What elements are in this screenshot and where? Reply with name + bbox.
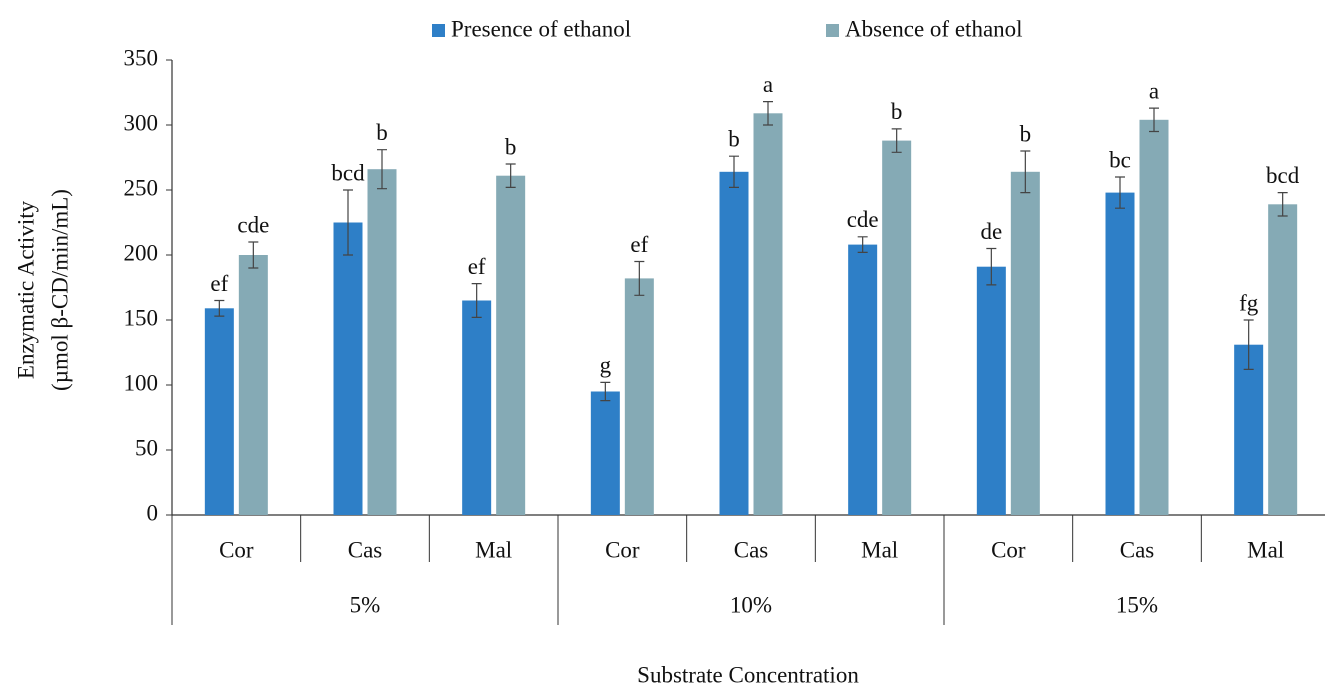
bar	[1139, 119, 1169, 516]
error-bar	[1243, 319, 1254, 370]
bar	[848, 244, 878, 515]
legend-swatch	[432, 24, 445, 37]
bar	[882, 140, 912, 515]
error-bar	[891, 128, 902, 153]
y-tick-label: 100	[124, 370, 159, 395]
error-bar	[1149, 107, 1159, 133]
significance-letter: b	[505, 134, 517, 159]
bar	[719, 171, 749, 516]
y-tick-label: 300	[124, 110, 159, 135]
bar	[462, 300, 492, 515]
error-bar	[600, 381, 611, 402]
x-tick-label: Cor	[219, 537, 254, 562]
bar	[367, 169, 397, 515]
bar	[1268, 204, 1298, 516]
error-bar	[1115, 176, 1125, 209]
bar	[1105, 192, 1135, 515]
error-bar	[505, 163, 516, 188]
error-bar	[377, 149, 387, 190]
bar	[590, 391, 620, 515]
y-tick-label: 50	[135, 435, 158, 460]
x-tick-label: Cas	[734, 537, 769, 562]
y-tick-label: 200	[124, 240, 159, 265]
legend-swatch	[826, 24, 839, 37]
y-tick-label: 150	[124, 305, 159, 330]
bar	[753, 113, 783, 516]
bar	[496, 175, 526, 515]
x-tick-label: Cas	[1120, 537, 1155, 562]
y-axis-title: Enzymatic Activity	[13, 200, 38, 379]
error-bar	[634, 260, 645, 296]
legend-label: Presence of ethanol	[451, 16, 631, 41]
bar	[333, 222, 363, 515]
significance-letter: de	[980, 219, 1002, 244]
significance-letter: a	[1149, 78, 1159, 103]
x-tick-label: Mal	[475, 537, 512, 562]
group-label: 10%	[730, 592, 772, 617]
bar	[1010, 171, 1040, 516]
x-tick-label: Cas	[348, 537, 383, 562]
bar	[204, 308, 234, 515]
bar	[238, 255, 268, 515]
x-tick-label: Cor	[991, 537, 1026, 562]
y-axis-title: (µmol β-CD/min/mL)	[47, 189, 72, 391]
error-bar	[1020, 150, 1031, 194]
significance-letter: b	[891, 99, 903, 124]
significance-letter: b	[376, 120, 388, 145]
group-label: 15%	[1116, 592, 1158, 617]
error-bar	[986, 247, 997, 286]
error-bar	[763, 101, 773, 126]
y-tick-label: 250	[124, 175, 159, 200]
significance-letter: g	[600, 353, 612, 378]
x-tick-label: Mal	[1247, 537, 1284, 562]
error-bar	[471, 283, 482, 318]
significance-letter: bcd	[331, 160, 365, 185]
legend-label: Absence of ethanol	[845, 16, 1023, 41]
y-tick-label: 0	[147, 500, 159, 525]
bar	[1234, 344, 1264, 515]
significance-letter: ef	[630, 232, 648, 257]
significance-letter: a	[763, 72, 773, 97]
significance-letter: cde	[237, 212, 269, 237]
significance-letter: fg	[1239, 290, 1259, 315]
significance-letter: ef	[468, 254, 486, 279]
x-tick-label: Cor	[605, 537, 640, 562]
error-bar	[857, 236, 868, 253]
y-tick-label: 350	[124, 45, 159, 70]
significance-letter: b	[1020, 121, 1032, 146]
significance-letter: bc	[1109, 147, 1131, 172]
significance-letter: cde	[847, 207, 879, 232]
error-bar	[214, 299, 225, 317]
significance-letter: b	[728, 126, 740, 151]
x-tick-label: Mal	[861, 537, 898, 562]
error-bar	[1277, 192, 1288, 217]
x-axis-title: Substrate Concentration	[637, 662, 859, 687]
significance-letter: ef	[210, 271, 228, 296]
bar	[976, 266, 1006, 515]
error-bar	[343, 189, 353, 256]
bar	[624, 278, 654, 515]
significance-letter: bcd	[1266, 163, 1300, 188]
error-bar	[248, 241, 259, 269]
group-label: 5%	[350, 592, 381, 617]
error-bar	[729, 155, 739, 188]
